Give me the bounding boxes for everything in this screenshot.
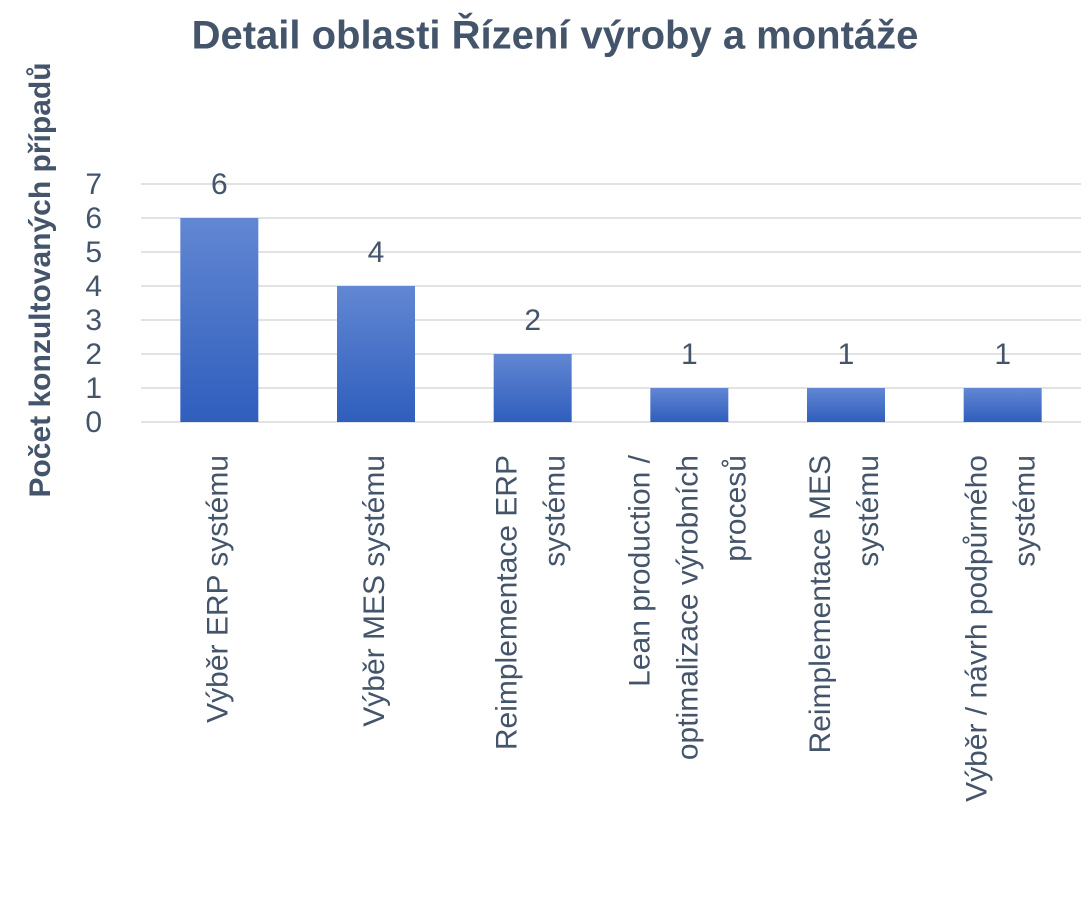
data-label: 6	[211, 168, 228, 201]
bar	[180, 218, 259, 422]
bar	[650, 388, 729, 422]
data-label: 1	[994, 338, 1011, 371]
bar	[807, 388, 885, 422]
x-tick-label: Výběr ERP systému	[201, 455, 234, 723]
data-label: 1	[838, 338, 855, 371]
y-tick-label: 5	[85, 236, 102, 269]
bar	[963, 388, 1042, 422]
y-tick-label: 0	[85, 406, 102, 439]
y-axis-label: Počet konzultovaných případů	[24, 62, 57, 497]
data-label: 1	[681, 338, 698, 371]
y-tick-label: 6	[85, 202, 102, 235]
y-tick-label: 7	[85, 168, 102, 201]
data-label: 4	[368, 236, 385, 269]
bar	[337, 286, 415, 422]
data-label: 2	[524, 304, 541, 337]
x-tick-label: Reimplementace MES systému	[804, 455, 885, 753]
x-tick-label: Výběr / návrh podpůrného systému	[961, 455, 1042, 802]
y-tick-label: 3	[85, 304, 102, 337]
x-tick-label: Reimplementace ERP systému	[491, 455, 572, 750]
chart-title: Detail oblasti Řízení výroby a montáže	[192, 12, 919, 58]
x-tick-label: Výběr MES systému	[358, 455, 391, 727]
y-tick-label: 2	[85, 338, 102, 371]
y-tick-label: 1	[85, 372, 102, 405]
bar	[493, 354, 572, 422]
y-tick-label: 4	[85, 270, 102, 303]
x-tick-label: Lean production / optimalizace výrobních p…	[623, 454, 752, 760]
